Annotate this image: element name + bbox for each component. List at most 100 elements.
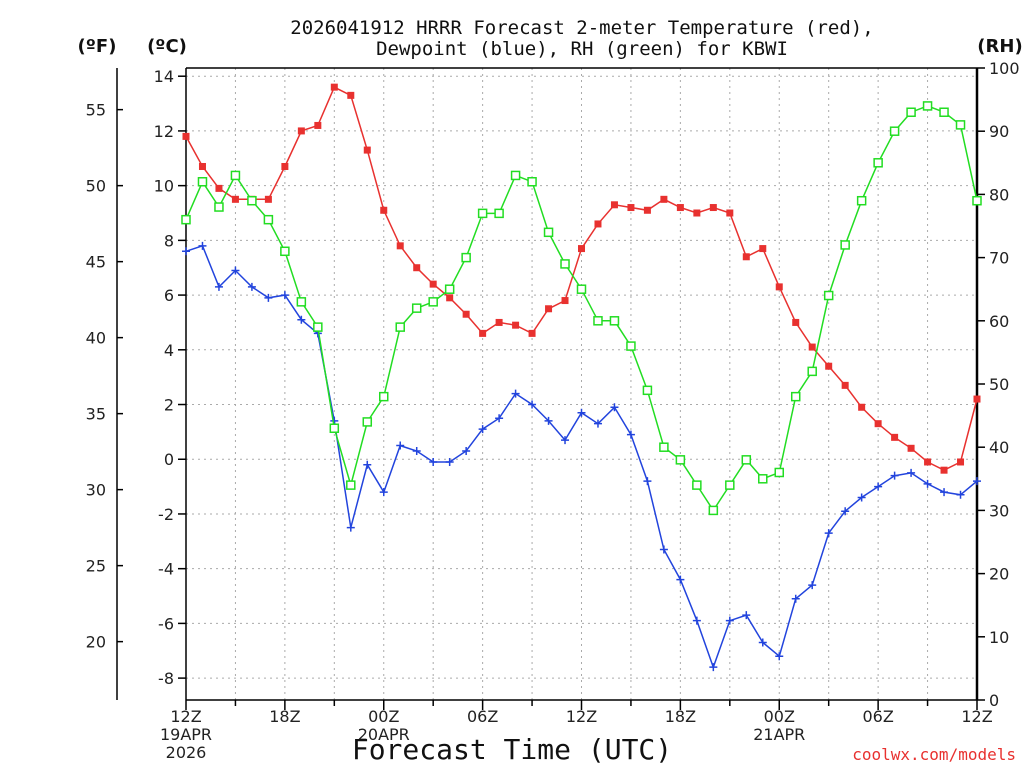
temperature-point: [231, 195, 239, 203]
dewpoint-point: [478, 425, 487, 434]
temperature-point: [446, 294, 454, 302]
celsius-tick-label: -4: [158, 560, 174, 579]
dewpoint-point: [363, 460, 372, 469]
rh-point: [411, 303, 422, 313]
celsius-tick-label: 14: [154, 67, 174, 86]
time-tick-label: 00Z: [764, 707, 795, 726]
celsius-tick-label: 4: [164, 341, 174, 360]
dewpoint-point: [495, 414, 504, 423]
dewpoint-point: [198, 241, 207, 250]
chart-subtitle: Dewpoint (blue), RH (green) for KBWI: [376, 38, 788, 60]
fahrenheit-tick-label: 30: [86, 481, 106, 500]
temperature-point: [858, 403, 866, 411]
dewpoint-point: [429, 457, 438, 466]
temperature-point: [396, 242, 404, 250]
series-layer: [181, 83, 982, 672]
temperature-point: [610, 201, 618, 209]
temperature-point: [512, 321, 520, 329]
rh-point: [510, 170, 521, 181]
rh-point: [181, 214, 191, 225]
rh-point: [395, 322, 405, 332]
dewpoint-point: [659, 545, 668, 554]
temperature-point: [182, 132, 190, 140]
rh-point: [873, 158, 883, 168]
rh-tick-label: 80: [989, 185, 1009, 204]
temperature-point: [545, 305, 553, 313]
temperature-point: [808, 343, 816, 351]
temperature-point: [380, 206, 388, 214]
dewpoint-point: [973, 477, 981, 486]
fahrenheit-unit-label: (ºF): [78, 36, 117, 57]
rh-tick-label: 70: [989, 249, 1009, 268]
dewpoint-point: [247, 282, 256, 291]
dewpoint-point: [445, 457, 454, 466]
temperature-point: [940, 466, 948, 474]
rh-point: [856, 195, 867, 206]
rh-point: [889, 126, 900, 136]
dewpoint-point: [462, 447, 471, 456]
dewpoint-point: [890, 471, 899, 480]
rh-tick-label: 100: [989, 59, 1020, 78]
celsius-tick-label: 12: [154, 122, 174, 141]
dewpoint-point: [643, 477, 652, 486]
dewpoint-point: [725, 616, 734, 625]
rh-point: [939, 107, 949, 117]
temperature-point: [264, 195, 272, 203]
rh-point: [807, 366, 817, 377]
rh-point: [576, 284, 587, 294]
celsius-tick-label: 0: [164, 450, 174, 469]
temperature-point: [215, 184, 223, 192]
temperature-point: [924, 458, 932, 466]
temperature-point: [462, 310, 470, 318]
temperature-point: [759, 245, 767, 253]
celsius-tick-label: -2: [158, 505, 174, 524]
rh-point: [840, 240, 850, 250]
dewpoint-point: [923, 479, 932, 488]
temperature-point: [957, 458, 965, 466]
temperature-point: [825, 362, 833, 370]
rh-point: [263, 214, 274, 225]
time-tick-label: 18Z: [269, 707, 300, 726]
rh-point: [823, 290, 834, 301]
rh-tick-label: 20: [989, 565, 1009, 584]
celsius-tick-label: 8: [164, 231, 174, 250]
temperature-point: [198, 162, 206, 170]
celsius-tick-label: -8: [158, 669, 174, 688]
fahrenheit-tick-label: 55: [86, 101, 106, 120]
rh-point: [346, 480, 356, 490]
rh-point: [972, 195, 982, 206]
temperature-point: [742, 253, 750, 261]
temperature-point: [578, 245, 585, 253]
dewpoint-point: [841, 507, 850, 516]
time-tick-date: 20APR: [358, 725, 410, 744]
celsius-tick-label: 10: [154, 177, 174, 196]
dewpoint-point: [907, 468, 916, 477]
time-tick-label: 18Z: [665, 707, 696, 726]
rh-point: [593, 316, 603, 326]
rh-point: [560, 259, 570, 269]
rh-point: [906, 107, 916, 117]
dewpoint-point: [758, 638, 767, 647]
dewpoint-point: [775, 652, 784, 661]
dewpoint-point: [610, 403, 619, 412]
time-tick-label: 12Z: [170, 707, 201, 726]
dewpoint-point: [412, 447, 421, 456]
rh-point: [692, 480, 702, 490]
celsius-unit-label: (ºC): [147, 36, 187, 57]
temperature-point: [413, 264, 421, 272]
rh-unit-label: (RH): [977, 36, 1022, 57]
rh-point: [313, 322, 323, 332]
dewpoint-point: [577, 408, 586, 417]
rh-point: [444, 284, 455, 294]
dewpoint-point: [593, 419, 602, 428]
fahrenheit-tick-label: 35: [86, 405, 106, 424]
temperature-point: [479, 329, 487, 337]
dewpoint-point: [396, 441, 405, 450]
temperature-point: [297, 127, 305, 135]
dewpoint-point: [297, 315, 306, 324]
temperature-point: [347, 91, 355, 99]
rh-point: [230, 170, 241, 181]
rh-point: [659, 442, 669, 452]
temperature-point: [693, 209, 701, 217]
rh-point: [642, 385, 653, 396]
